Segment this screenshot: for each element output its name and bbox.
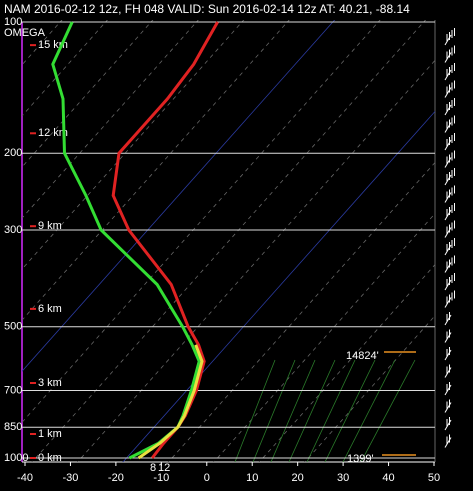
x-tick-label: 50 — [428, 472, 440, 484]
isotherm — [167, 161, 435, 462]
mixing-ratio-line — [234, 359, 276, 462]
height-label: 12 km — [38, 127, 68, 139]
x-tick-label: -10 — [153, 472, 169, 484]
y-tick-label: 100 — [4, 16, 22, 28]
chart-title: NAM 2016-02-12 12z, FH 048 VALID: Sun 20… — [4, 2, 410, 16]
height-label: 6 km — [38, 303, 62, 315]
x-tick-label: -40 — [17, 472, 33, 484]
isotherm — [77, 59, 435, 462]
y-tick-label: 300 — [4, 224, 22, 236]
x-tick-label: 40 — [382, 472, 394, 484]
y-tick-label: 1000 — [4, 452, 28, 464]
isotherm — [22, 20, 245, 270]
background-lines — [22, 20, 435, 462]
annotation: 1399' — [347, 453, 374, 465]
isotherm — [31, 20, 427, 462]
annotation: 14824' — [346, 350, 379, 362]
annotation: 12 — [158, 462, 170, 474]
y-tick-label: 200 — [4, 147, 22, 159]
y-tick-label: 850 — [4, 421, 22, 433]
x-tick-label: 30 — [337, 472, 349, 484]
y-tick-label: 700 — [4, 384, 22, 396]
isotherm — [304, 315, 435, 462]
mixing-ratio-line — [306, 359, 356, 462]
height-label: 3 km — [38, 377, 62, 389]
y-tick-label: 500 — [4, 321, 22, 333]
height-label: 9 km — [38, 220, 62, 232]
mixing-ratio-line — [288, 359, 336, 462]
mixing-ratio-line — [270, 359, 316, 462]
x-tick-label: 0 — [204, 472, 210, 484]
isotherm — [22, 20, 290, 321]
x-tick-label: -30 — [62, 472, 78, 484]
isotherm — [22, 20, 381, 423]
mixing-ratio-line — [360, 359, 416, 462]
mixing-ratio-line — [324, 359, 376, 462]
wind-barbs — [444, 28, 455, 448]
isotherm — [213, 212, 435, 462]
isotherm — [22, 20, 336, 372]
isotherm — [122, 110, 435, 462]
x-tick-label: 20 — [292, 472, 304, 484]
mixing-ratio-line — [252, 359, 296, 462]
height-label: 0 km — [38, 452, 62, 464]
annotation: OMEGA — [4, 27, 46, 39]
x-tick-label: 10 — [246, 472, 258, 484]
height-label: 1 km — [38, 428, 62, 440]
profile-line — [137, 344, 204, 460]
mixing-ratio-line — [342, 359, 396, 462]
annotation: 8 — [150, 462, 156, 474]
isotherm — [258, 264, 435, 462]
x-tick-label: -20 — [108, 472, 124, 484]
